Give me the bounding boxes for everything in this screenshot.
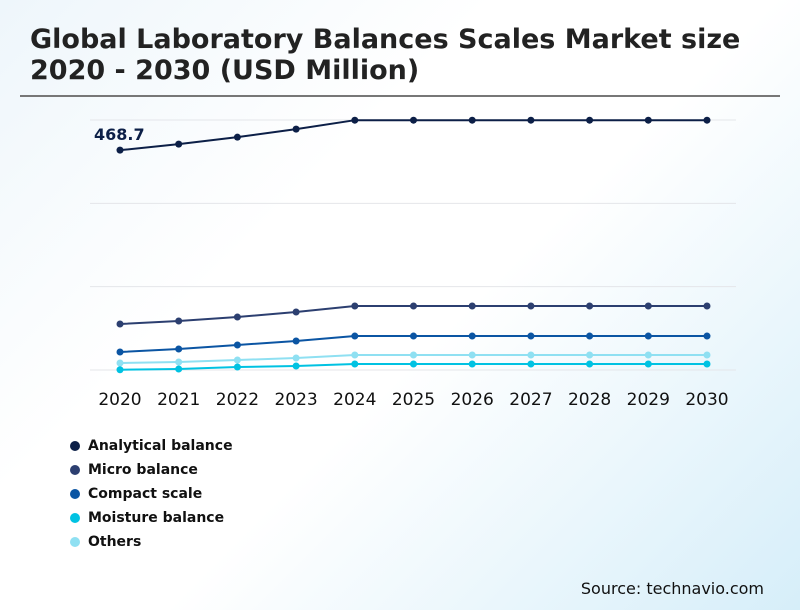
data-point (175, 365, 183, 373)
data-point (703, 332, 711, 340)
x-tick-label: 2030 (685, 390, 728, 410)
data-point (292, 308, 300, 316)
legend-marker-icon (70, 441, 80, 451)
legend-label: Others (88, 534, 142, 550)
data-point (116, 359, 124, 367)
x-tick-label: 2023 (274, 390, 317, 410)
data-point (175, 345, 183, 353)
x-tick-label: 2022 (216, 390, 259, 410)
data-point (410, 332, 417, 340)
data-point (116, 366, 124, 374)
data-point (703, 116, 711, 124)
data-point (527, 116, 535, 124)
legend-marker-icon (70, 537, 80, 547)
data-point (468, 332, 476, 340)
data-point (527, 332, 535, 340)
data-point (351, 351, 359, 359)
legend-item: Others (70, 530, 233, 554)
data-point (468, 360, 476, 368)
data-point (292, 362, 300, 370)
x-tick-label: 2025 (392, 390, 435, 410)
data-point (586, 351, 594, 359)
data-point (410, 116, 417, 124)
data-point (116, 348, 124, 356)
data-point (468, 351, 476, 359)
data-point (351, 302, 359, 310)
data-point (351, 360, 359, 368)
x-tick-label: 2026 (451, 390, 494, 410)
data-point (644, 302, 652, 310)
legend-marker-icon (70, 489, 80, 499)
data-point (292, 125, 300, 133)
data-point (644, 332, 652, 340)
data-point (233, 313, 241, 321)
data-point (233, 356, 241, 364)
data-point (233, 363, 241, 371)
x-tick-label: 2024 (333, 390, 376, 410)
data-point (703, 302, 711, 310)
data-label: 468.7 (94, 125, 145, 144)
data-point (351, 332, 359, 340)
data-point (527, 351, 535, 359)
data-point (703, 351, 711, 359)
data-point (175, 317, 183, 325)
legend-item: Moisture balance (70, 506, 233, 530)
source-text: Source: technavio.com (580, 579, 764, 598)
data-point (351, 116, 359, 124)
legend-marker-icon (70, 513, 80, 523)
x-tick-label: 2028 (568, 390, 611, 410)
legend-marker-icon (70, 465, 80, 475)
data-point (644, 360, 652, 368)
data-point (644, 351, 652, 359)
data-point (703, 360, 711, 368)
data-point (175, 140, 183, 148)
data-point (175, 358, 183, 366)
data-point (116, 320, 124, 328)
series-line-analytical-balance (119, 119, 707, 152)
legend-item: Analytical balance (70, 434, 233, 458)
data-point (410, 351, 417, 359)
data-point (292, 337, 300, 345)
x-tick-label: 2027 (509, 390, 552, 410)
data-point (527, 360, 535, 368)
data-point (586, 332, 594, 340)
data-point (292, 354, 300, 362)
legend-item: Compact scale (70, 482, 233, 506)
data-point (644, 116, 652, 124)
legend-label: Compact scale (88, 486, 203, 502)
data-point (527, 302, 535, 310)
title-divider (20, 95, 780, 97)
legend-label: Micro balance (88, 462, 198, 478)
x-tick-label: 2029 (627, 390, 670, 410)
data-point (410, 302, 417, 310)
data-point (410, 360, 417, 368)
data-point (586, 302, 594, 310)
legend-label: Analytical balance (88, 438, 233, 454)
data-point (233, 133, 241, 141)
data-point (468, 302, 476, 310)
data-point (586, 360, 594, 368)
x-tick-label: 2021 (157, 390, 200, 410)
legend: Analytical balance Micro balance Compact s… (70, 434, 233, 554)
legend-item: Micro balance (70, 458, 233, 482)
data-point (116, 146, 124, 154)
x-tick-label: 2020 (98, 390, 141, 410)
data-point (586, 116, 594, 124)
data-point (468, 116, 476, 124)
data-point (233, 341, 241, 349)
legend-label: Moisture balance (88, 510, 225, 526)
chart-title: Global Laboratory Balances Scales Market… (30, 24, 741, 86)
